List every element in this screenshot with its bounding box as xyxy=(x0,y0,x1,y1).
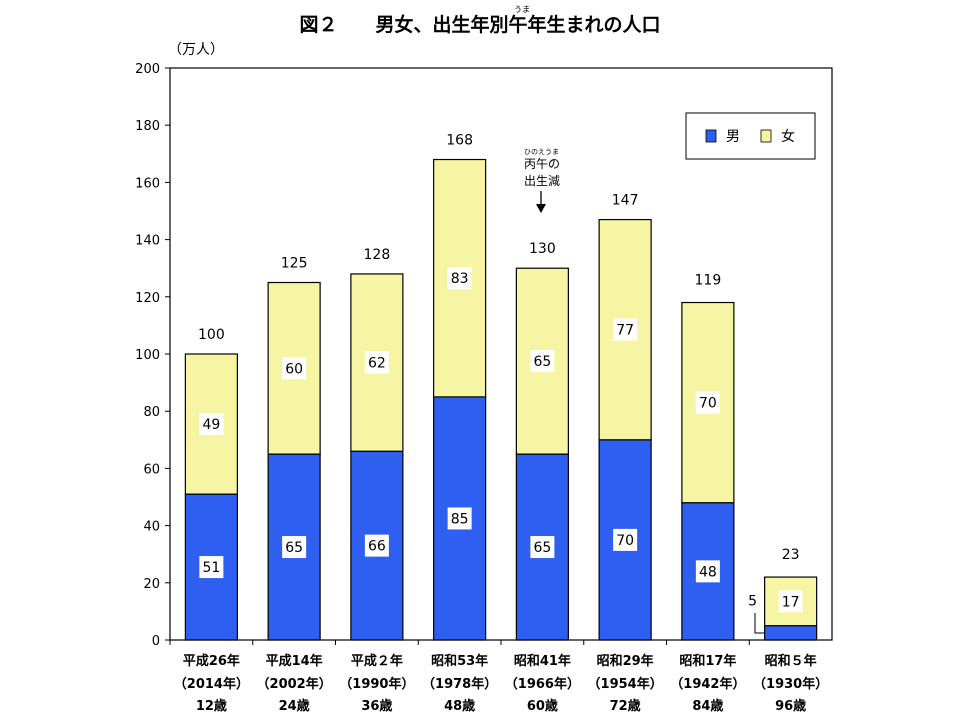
data-label-box xyxy=(199,556,224,579)
y-tick-label: 120 xyxy=(135,291,160,306)
small-value-leader-line xyxy=(754,613,764,634)
y-tick-label: 40 xyxy=(143,520,160,535)
down-arrow-icon xyxy=(536,204,546,213)
total-label: 128 xyxy=(364,247,391,263)
legend: 男 女 xyxy=(685,112,816,160)
total-label: 125 xyxy=(281,256,308,272)
data-label: 17 xyxy=(782,594,800,610)
data-label-box xyxy=(530,350,555,373)
bar-female xyxy=(267,281,321,455)
legend-swatch-male xyxy=(705,129,717,143)
bar-male xyxy=(764,625,818,641)
x-label-year: （2014年） xyxy=(174,676,249,692)
data-label: 48 xyxy=(699,564,717,580)
data-label: 77 xyxy=(616,323,634,339)
data-label: 65 xyxy=(533,540,551,556)
data-label-box xyxy=(364,351,389,374)
data-label: 65 xyxy=(533,354,551,370)
data-label-box xyxy=(199,413,224,436)
data-label: 51 xyxy=(202,560,220,576)
data-label-box xyxy=(613,528,638,551)
x-label-age: 48歳 xyxy=(444,698,475,714)
x-label-year: （1978年） xyxy=(422,676,497,692)
data-label: 5 xyxy=(748,594,757,610)
y-axis-label: （万人） xyxy=(168,42,224,58)
legend-swatch-female xyxy=(760,129,772,143)
data-label: 65 xyxy=(285,540,303,556)
x-label-era: 昭和53年 xyxy=(431,653,488,669)
data-label-box xyxy=(695,560,720,583)
data-label: 70 xyxy=(616,533,634,549)
x-label-year: （1930年） xyxy=(753,676,828,692)
data-label: 60 xyxy=(285,361,303,377)
annotation-line2: 出生減 xyxy=(524,173,560,188)
total-label: 100 xyxy=(198,327,225,343)
y-tick-label: 200 xyxy=(135,62,160,77)
x-label-year: （1942年） xyxy=(670,676,745,692)
data-label: 85 xyxy=(451,511,469,527)
data-label: 62 xyxy=(368,356,386,372)
x-label-year: （2002年） xyxy=(257,676,332,692)
y-tick-label: 20 xyxy=(143,577,160,592)
y-tick-label: 160 xyxy=(135,176,160,191)
data-label-box xyxy=(778,590,803,613)
data-label: 66 xyxy=(368,539,386,555)
total-label: 130 xyxy=(529,241,556,257)
data-label: 83 xyxy=(451,271,469,287)
x-label-age: 96歳 xyxy=(775,698,806,714)
data-label: 49 xyxy=(202,417,220,433)
total-label: 168 xyxy=(446,133,473,149)
total-label: 147 xyxy=(612,193,639,209)
x-label-era: 平成26年 xyxy=(183,653,240,669)
total-label: 23 xyxy=(782,547,800,563)
legend-label-female: 女 xyxy=(781,128,795,145)
x-label-age: 36歳 xyxy=(361,698,392,714)
title-ruby: うま xyxy=(514,5,530,14)
data-label-box xyxy=(695,391,720,414)
y-tick-label: 80 xyxy=(143,405,160,420)
data-label-box xyxy=(282,357,307,380)
x-label-era: 昭和29年 xyxy=(597,653,654,669)
hinoeuma-annotation: ひのえうま 丙午の 出生減 xyxy=(524,148,560,213)
data-label-box xyxy=(282,536,307,559)
annotation-ruby: ひのえうま xyxy=(524,148,559,156)
y-tick-label: 180 xyxy=(135,119,160,134)
data-label-box xyxy=(447,267,472,290)
y-tick-label: 100 xyxy=(135,348,160,363)
x-label-age: 60歳 xyxy=(527,698,558,714)
x-label-era: 平成２年 xyxy=(351,653,403,669)
x-label-era: 昭和17年 xyxy=(679,653,736,669)
legend-label-male: 男 xyxy=(726,129,740,145)
x-label-age: 72歳 xyxy=(610,698,641,714)
x-label-age: 84歳 xyxy=(692,698,723,714)
data-label-box xyxy=(364,534,389,557)
x-label-era: 昭和41年 xyxy=(514,653,571,669)
data-label-box xyxy=(447,507,472,530)
x-label-year: （1990年） xyxy=(339,676,414,692)
total-label: 119 xyxy=(695,273,722,289)
x-label-year: （1966年） xyxy=(505,676,580,692)
x-label-era: 昭和５年 xyxy=(765,653,817,669)
data-label: 70 xyxy=(699,396,717,412)
chart-title: 図２ 男女、出生年別午年生まれの人口 xyxy=(299,13,660,36)
data-label-box xyxy=(530,536,555,559)
x-label-age: 12歳 xyxy=(196,698,227,714)
y-tick-label: 0 xyxy=(152,634,160,649)
y-tick-label: 140 xyxy=(135,234,160,249)
annotation-line1: 丙午の xyxy=(524,157,560,171)
x-label-era: 平成14年 xyxy=(266,653,323,669)
x-label-age: 24歳 xyxy=(279,698,310,714)
data-label-box xyxy=(613,318,638,341)
x-label-year: （1954年） xyxy=(588,676,663,692)
y-tick-label: 60 xyxy=(143,462,160,477)
